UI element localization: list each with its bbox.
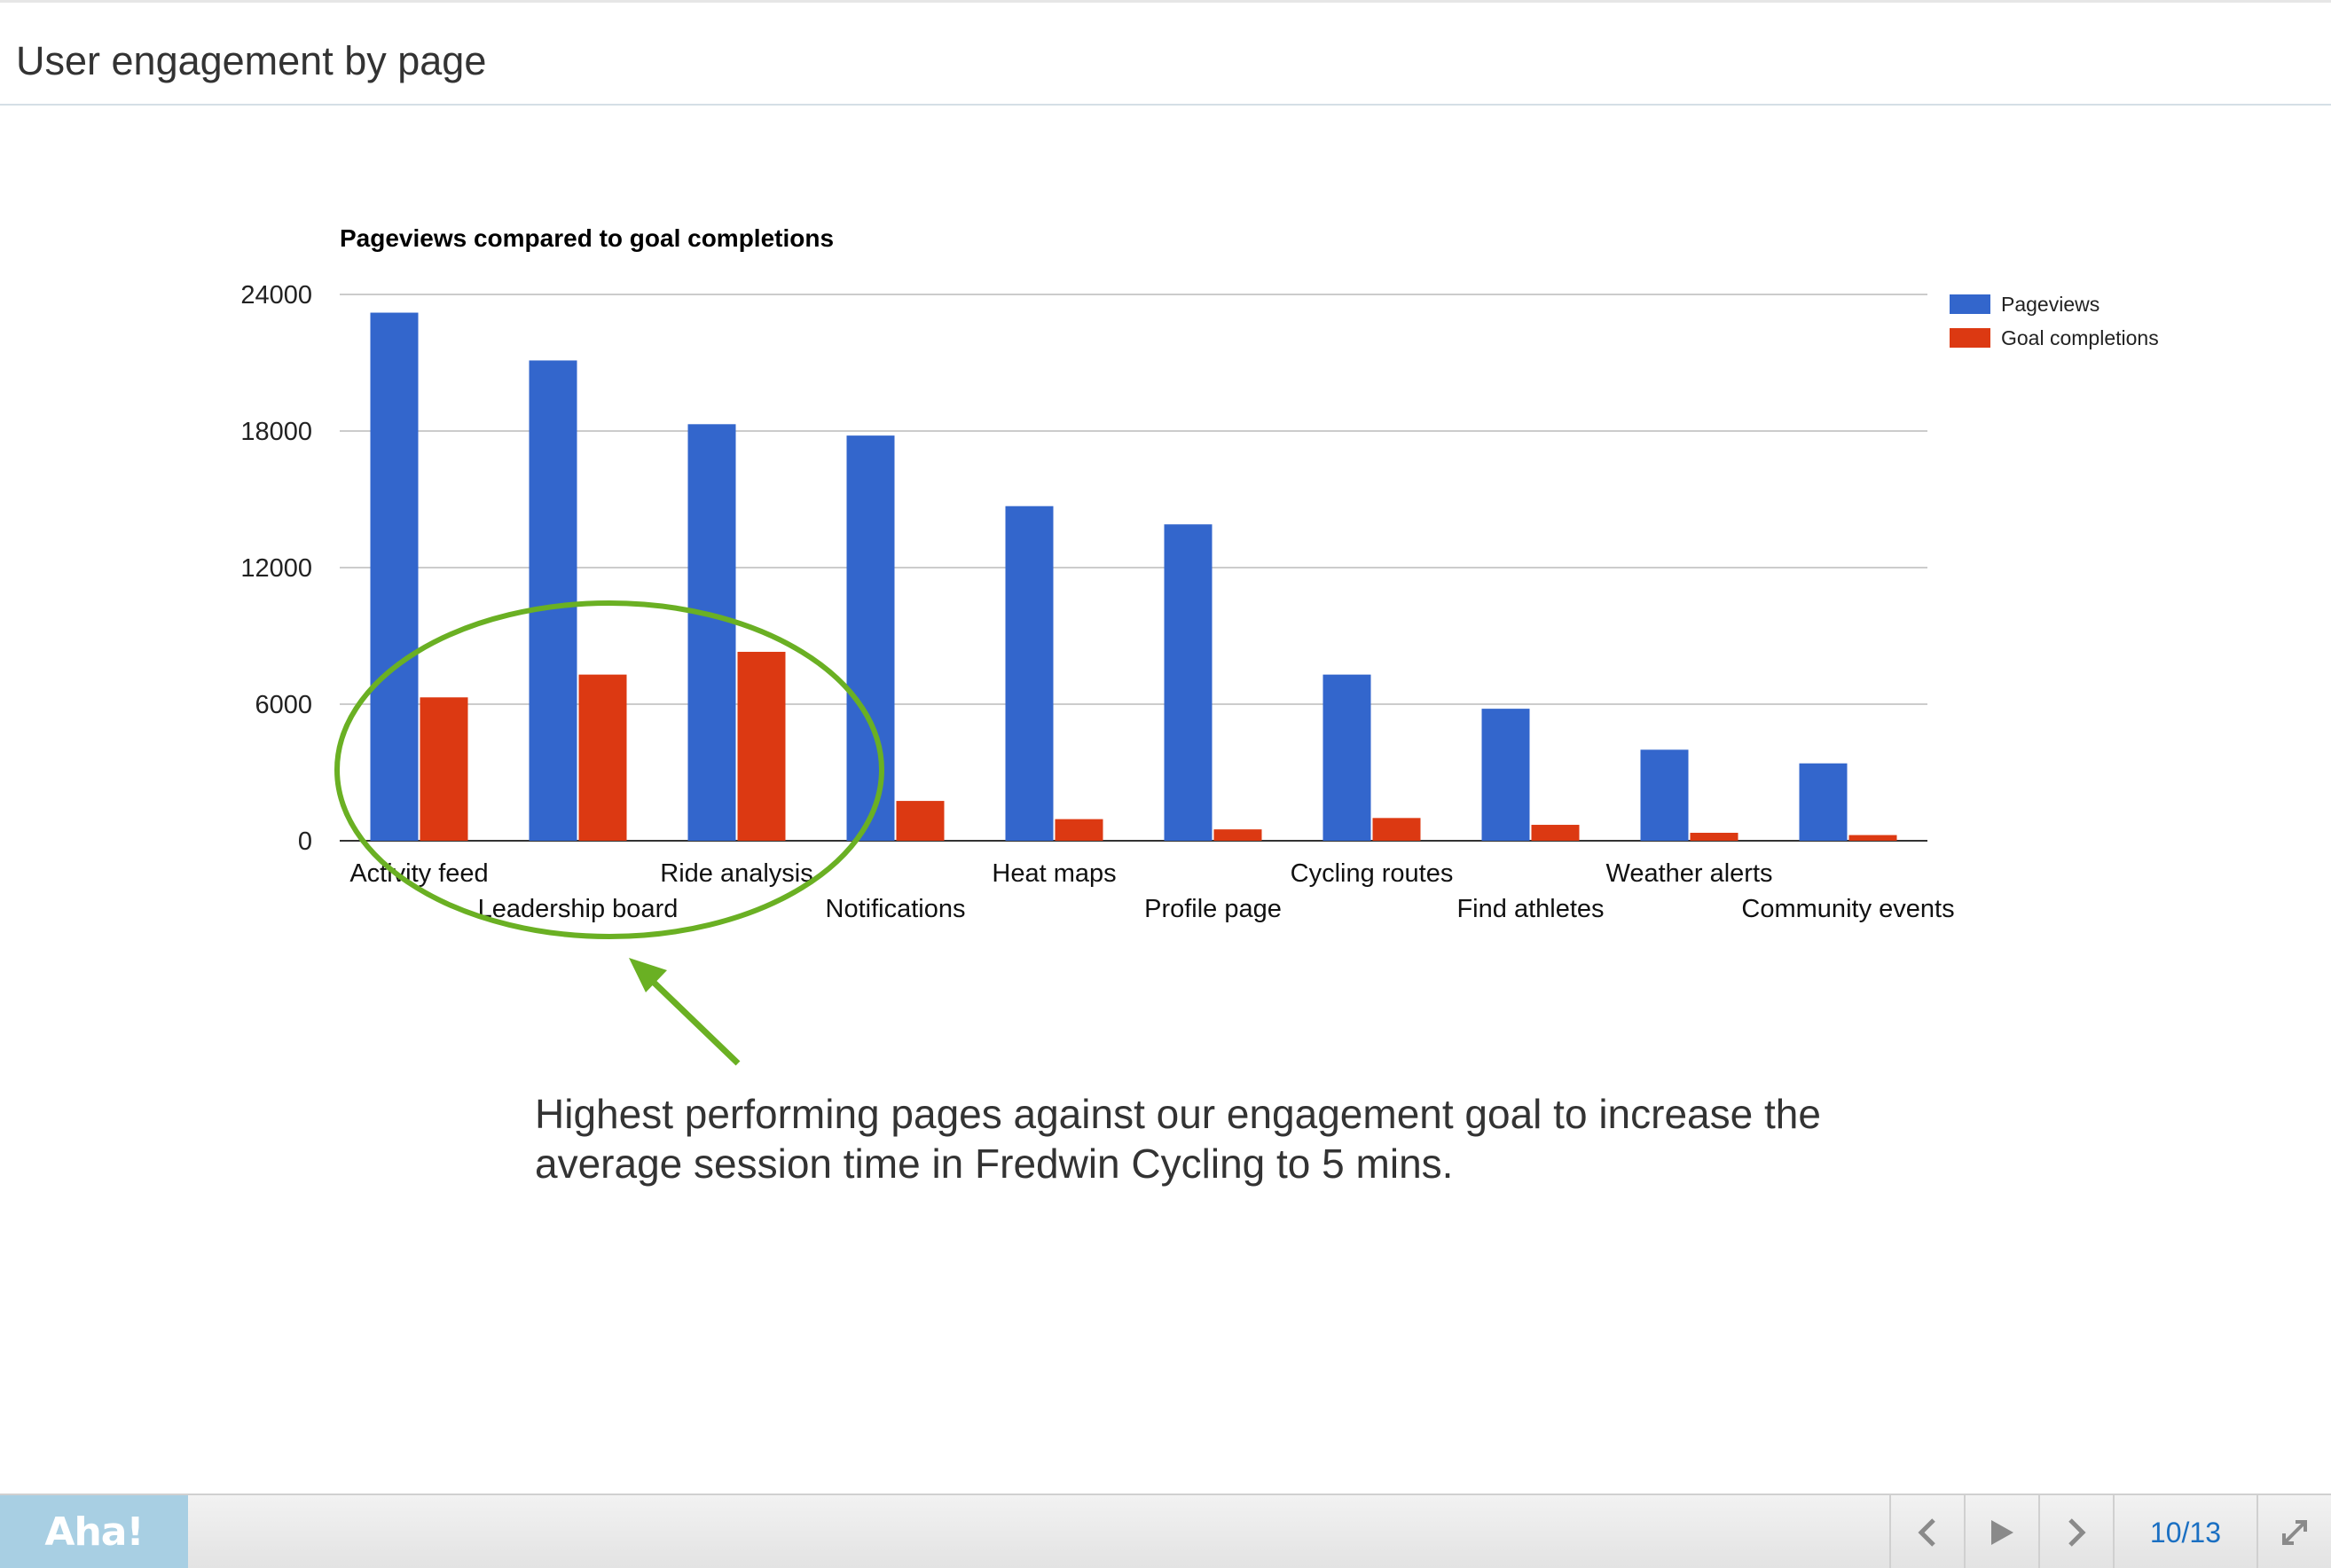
bar-pageviews [1164,524,1213,841]
bar-pageviews [1481,709,1530,841]
bar-goal-completions [420,697,468,841]
annotation-arrowhead [629,958,667,992]
aha-logo[interactable]: Aha! [0,1495,188,1568]
legend-swatch [1950,294,1990,314]
bar-pageviews [687,424,736,841]
x-category-label: Cycling routes [1291,859,1454,888]
play-button[interactable] [1963,1495,2038,1568]
x-category-label: Activity feed [349,859,488,888]
fullscreen-icon [2282,1520,2307,1545]
x-category-label: Weather alerts [1605,859,1772,888]
x-category-label: Notifications [826,895,966,923]
bar-goal-completions [1848,835,1897,841]
chart: Pageviews compared to goal completions 24… [240,224,2159,1066]
x-category-label: Leadership board [478,895,679,923]
bar-pageviews [370,312,419,841]
bar-goal-completions [578,674,627,841]
annotation-arrow [642,971,741,1066]
bar-goal-completions [1690,833,1738,841]
chart-title: Pageviews compared to goal completions [340,224,834,252]
x-category-label: Ride analysis [660,859,812,888]
annotation-text: Highest performing pages against our eng… [535,1091,1821,1187]
y-tick-label: 12000 [240,554,312,583]
x-category-label: Find athletes [1456,895,1604,923]
footer-bar: Aha! 10/13 [0,1494,2331,1568]
bar-goal-completions [1531,825,1580,841]
bar-goal-completions [1213,829,1262,841]
fullscreen-button[interactable] [2256,1495,2331,1568]
bar-pageviews [1322,674,1371,841]
x-category-label: Profile page [1144,895,1282,923]
y-tick-label: 18000 [240,418,312,446]
chart-svg: Pageviews compared to goal completions 24… [240,224,2159,1066]
y-tick-label: 6000 [255,691,312,719]
legend-label: Goal completions [2001,326,2159,349]
prev-button[interactable] [1888,1495,1964,1568]
bar-goal-completions [896,801,945,841]
y-tick-label: 0 [298,827,312,856]
bar-goal-completions [1372,818,1421,841]
slide-title: User engagement by page [16,38,487,83]
bar-pageviews [529,360,577,841]
legend-label: Pageviews [2001,293,2099,316]
bar-pageviews [1005,506,1054,841]
bar-pageviews [1640,749,1689,841]
bar-pageviews [846,435,895,841]
slide-header: User engagement by page [0,3,2331,106]
prev-icon [1918,1518,1935,1547]
x-category-label: Community events [1741,895,1954,923]
highlight-ellipse [334,600,884,939]
slide-navigation: 10/13 [1888,1495,2331,1568]
next-button[interactable] [2037,1495,2113,1568]
y-tick-label: 24000 [240,281,312,310]
bar-pageviews [1799,763,1848,841]
bar-goal-completions [1055,819,1103,841]
x-category-label: Heat maps [992,859,1116,888]
next-icon [2068,1518,2086,1547]
page-counter: 10/13 [2112,1495,2256,1568]
legend-swatch [1950,328,1990,348]
play-icon [1990,1520,2013,1545]
top-rule [0,0,2331,3]
bar-goal-completions [737,651,786,841]
